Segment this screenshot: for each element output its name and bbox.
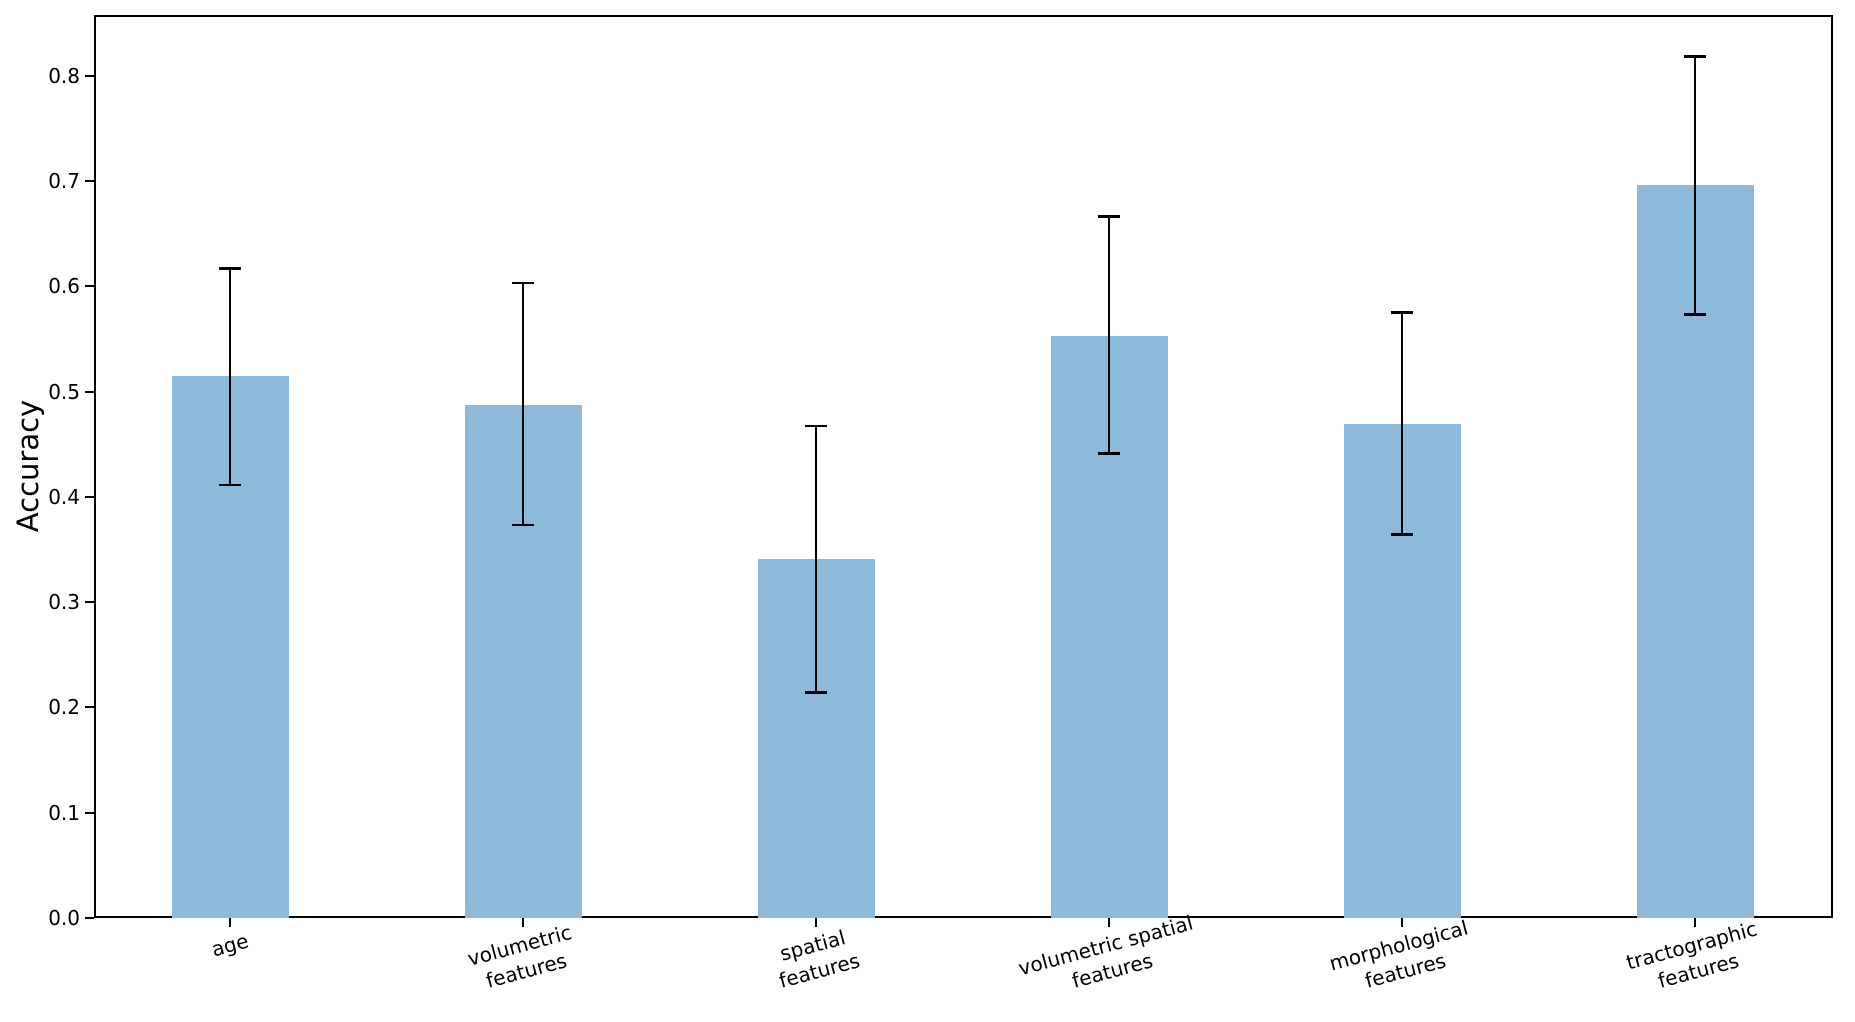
- error-bar-cap: [1098, 215, 1120, 218]
- y-tick-label: 0.0: [48, 906, 80, 930]
- error-bar-cap: [1098, 452, 1120, 455]
- error-bar-line: [814, 426, 818, 693]
- y-axis-label: Accuracy: [11, 399, 45, 533]
- error-bar-cap: [805, 424, 827, 428]
- x-tick-mark: [522, 918, 524, 927]
- x-tick-label: age: [209, 928, 252, 963]
- error-bar-line: [1693, 56, 1697, 315]
- y-tick-mark: [85, 390, 94, 393]
- error-bar-line: [521, 283, 525, 526]
- x-tick-label: tractographic features: [1623, 915, 1766, 1000]
- y-tick-mark: [85, 285, 94, 288]
- error-bar-cap: [805, 691, 827, 694]
- plot-area: [94, 15, 1833, 918]
- error-bar-cap: [512, 281, 534, 285]
- y-tick-label: 0.2: [48, 695, 80, 720]
- x-tick-mark: [1401, 918, 1403, 927]
- y-tick-label: 0.6: [48, 274, 80, 299]
- error-bar-cap: [1391, 311, 1413, 314]
- error-bar-cap: [1684, 55, 1706, 58]
- y-tick-mark: [85, 74, 94, 77]
- error-bar-line: [228, 268, 232, 486]
- error-bar-line: [1107, 216, 1111, 454]
- y-tick-label: 0.8: [48, 63, 80, 88]
- error-bar-line: [1400, 312, 1404, 535]
- y-tick-label: 0.7: [48, 168, 80, 193]
- y-tick-mark: [85, 495, 94, 498]
- x-tick-label-line: age: [208, 928, 252, 962]
- error-bar-cap: [1684, 313, 1706, 316]
- y-tick-label: 0.5: [48, 379, 80, 404]
- y-tick-label: 0.1: [48, 800, 80, 825]
- error-bar-cap: [512, 523, 534, 527]
- y-tick-mark: [85, 706, 94, 709]
- y-tick-label: 0.3: [48, 590, 80, 615]
- x-tick-label: morphological features: [1326, 914, 1477, 1001]
- y-tick-mark: [85, 811, 94, 814]
- y-tick-label: 0.4: [48, 484, 80, 509]
- y-tick-mark: [85, 179, 94, 182]
- x-tick-label: spatial features: [769, 922, 862, 994]
- x-tick-mark: [1108, 918, 1110, 927]
- error-bar-cap: [1391, 533, 1413, 536]
- x-tick-mark: [1694, 918, 1696, 927]
- error-bar-cap: [219, 267, 241, 270]
- y-tick-mark: [85, 601, 94, 604]
- x-tick-mark: [229, 918, 231, 927]
- y-tick-mark: [85, 917, 94, 919]
- x-tick-label: volumetric features: [465, 919, 582, 997]
- error-bar-cap: [219, 483, 241, 487]
- x-tick-mark: [815, 918, 817, 927]
